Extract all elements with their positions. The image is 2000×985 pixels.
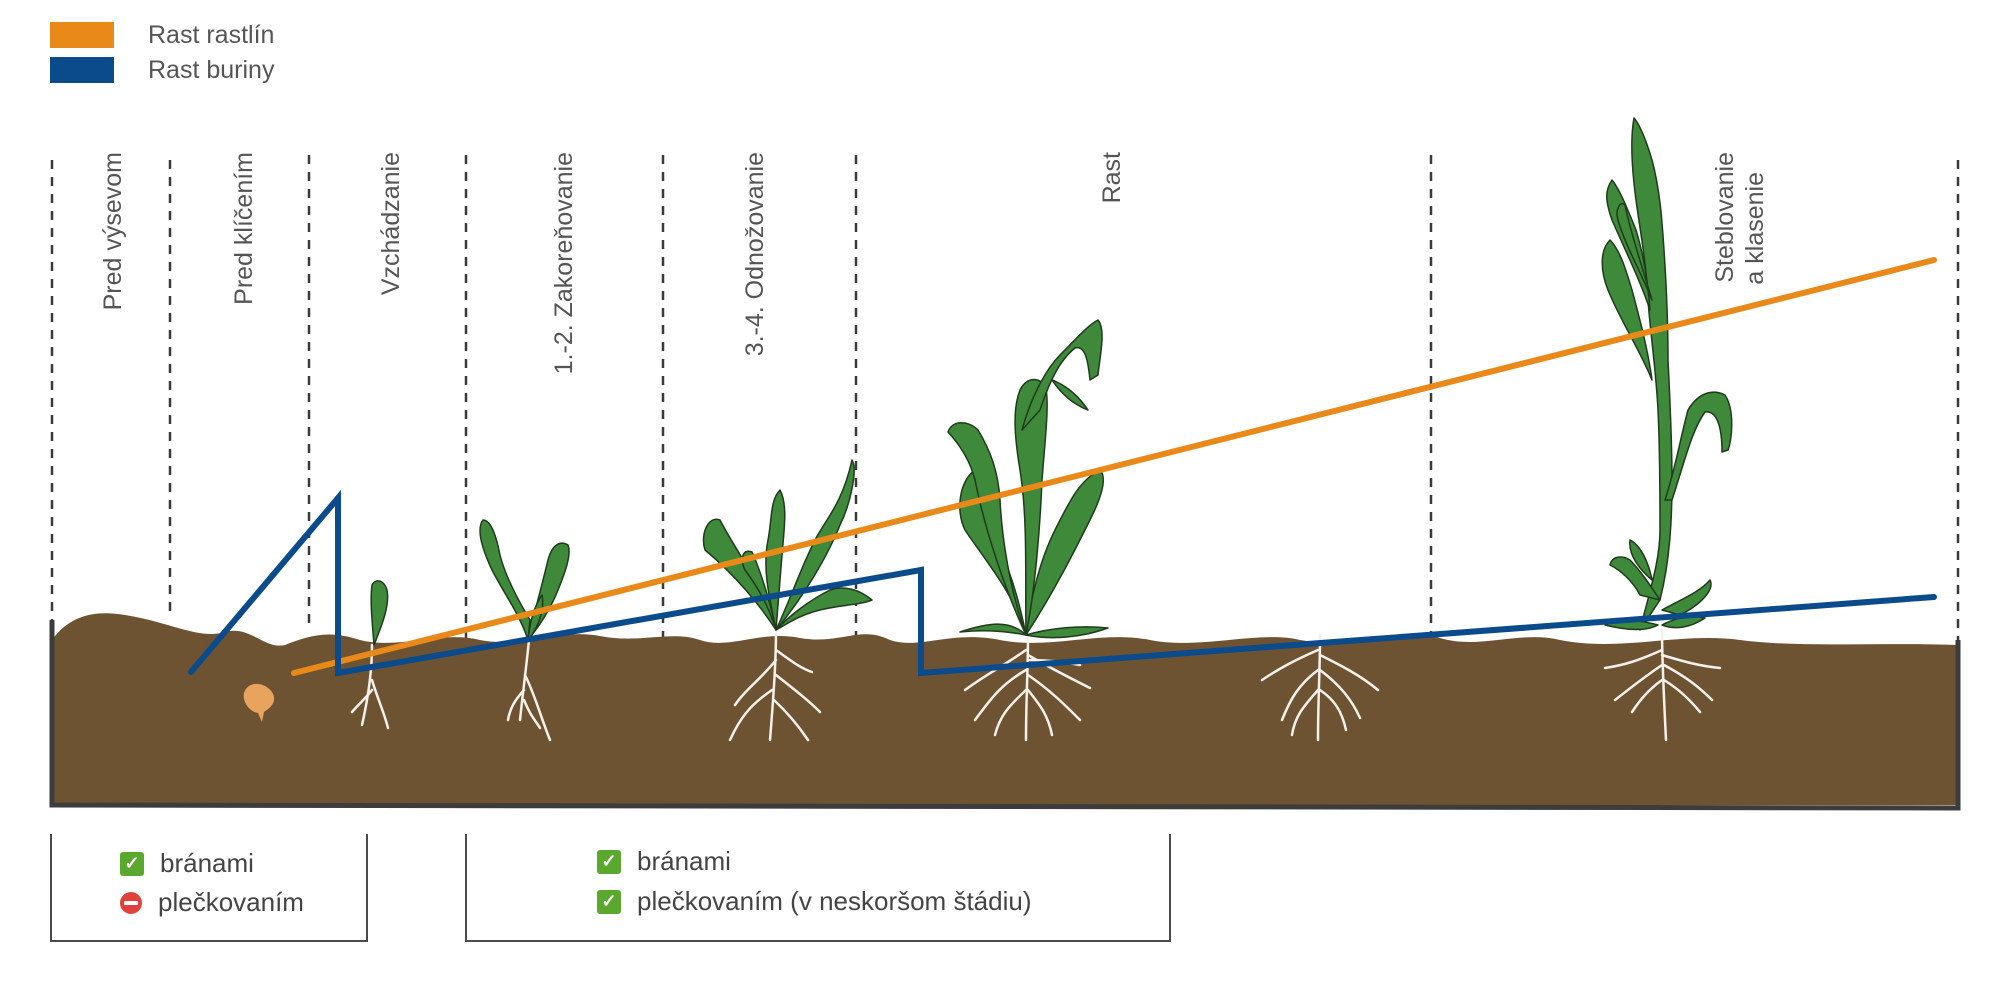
- check-icon: ✓: [120, 851, 144, 876]
- stage-label-emergence: Vzchádzanie: [377, 152, 405, 295]
- roots: [350, 628, 1722, 742]
- method-box-rooting-tillering: [465, 834, 1171, 942]
- seed-icon: [243, 683, 275, 722]
- soil-frame: [49, 620, 1961, 811]
- plant-rooting: [479, 519, 570, 641]
- stage-labels: Pred výsevom Pred klíčením Vzchádzanie 1…: [99, 152, 1769, 374]
- method-row-hoe-early: plečkovaním: [120, 887, 304, 918]
- legend-swatch-weed: [50, 57, 114, 83]
- stage-label-rooting: 1.-2. Zakoreňovanie: [550, 152, 578, 374]
- method-row-harrow-late: ✓ bránami: [597, 846, 731, 877]
- no-entry-icon: [120, 891, 142, 914]
- method-label: plečkovaním: [158, 887, 304, 917]
- stage-label-pre-sowing: Pred výsevom: [99, 152, 127, 310]
- method-row-harrow-early: ✓ bránami: [120, 848, 254, 879]
- legend-item-weed: Rast buriny: [50, 55, 274, 85]
- crop-growth-line: [291, 257, 1937, 676]
- method-box-pre-germination: [50, 834, 368, 942]
- legend-swatch-crop: [50, 22, 114, 48]
- stage-label-stem-elongation-line1: Steblovanie: [1711, 152, 1739, 283]
- check-icon: ✓: [597, 889, 621, 914]
- method-label: plečkovaním (v neskoršom štádiu): [637, 886, 1032, 916]
- legend-item-crop: Rast rastlín: [50, 20, 274, 50]
- stage-label-stem-elongation-line2: a klasenie: [1741, 172, 1769, 285]
- check-icon: ✓: [597, 849, 621, 874]
- method-row-hoe-late: ✓ plečkovaním (v neskoršom štádiu): [597, 886, 1031, 917]
- stage-label-pre-germination: Pred klíčením: [230, 152, 258, 305]
- stage-dividers: [50, 155, 1960, 650]
- method-label: bránami: [160, 848, 254, 878]
- plant-stem-elongation: [1601, 117, 1733, 631]
- soil: [52, 613, 1958, 805]
- legend-label-crop: Rast rastlín: [148, 20, 275, 49]
- stage-label-growth: Rast: [1098, 152, 1126, 203]
- stage-label-tillering: 3.-4. Odnožovanie: [741, 152, 769, 356]
- legend-label-weed: Rast buriny: [148, 55, 275, 84]
- plant-growth: [947, 319, 1109, 639]
- plant-emergence: [370, 580, 389, 646]
- method-label: bránami: [637, 846, 731, 876]
- weed-growth-line: [188, 489, 1937, 677]
